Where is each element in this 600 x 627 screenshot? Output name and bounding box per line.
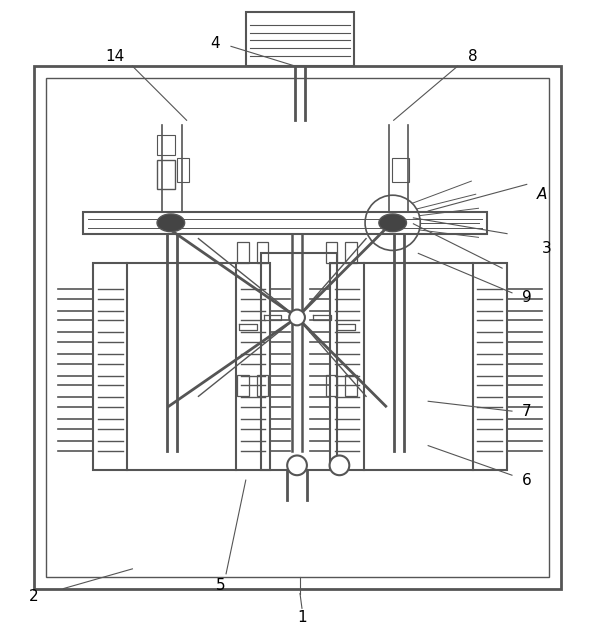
Bar [326,375,337,396]
Bar [34,66,561,589]
Text: 4: 4 [211,36,220,51]
Circle shape [289,310,305,325]
Text: 3: 3 [542,241,551,256]
Bar [392,158,409,182]
Bar [257,241,268,263]
Text: 8: 8 [468,49,478,64]
Bar [346,241,357,263]
Bar [260,253,337,470]
Text: 6: 6 [522,473,532,488]
Bar [177,158,188,182]
Bar [246,12,354,66]
Bar [46,78,550,577]
Bar [329,263,507,470]
Bar [346,375,357,396]
Text: 2: 2 [29,589,38,604]
Bar [157,160,175,189]
Text: 9: 9 [522,290,532,305]
Text: 7: 7 [522,404,532,419]
Text: 1: 1 [297,610,307,625]
Text: 5: 5 [217,578,226,593]
Bar [326,241,337,263]
Bar [157,135,175,155]
Ellipse shape [157,214,185,232]
Text: 14: 14 [105,49,124,64]
Bar [83,212,487,234]
Bar [257,375,268,396]
Ellipse shape [379,214,406,232]
Bar [93,263,271,470]
Circle shape [287,455,307,475]
Bar [237,241,249,263]
Text: A: A [536,187,547,202]
Bar [237,375,249,396]
Circle shape [329,455,349,475]
